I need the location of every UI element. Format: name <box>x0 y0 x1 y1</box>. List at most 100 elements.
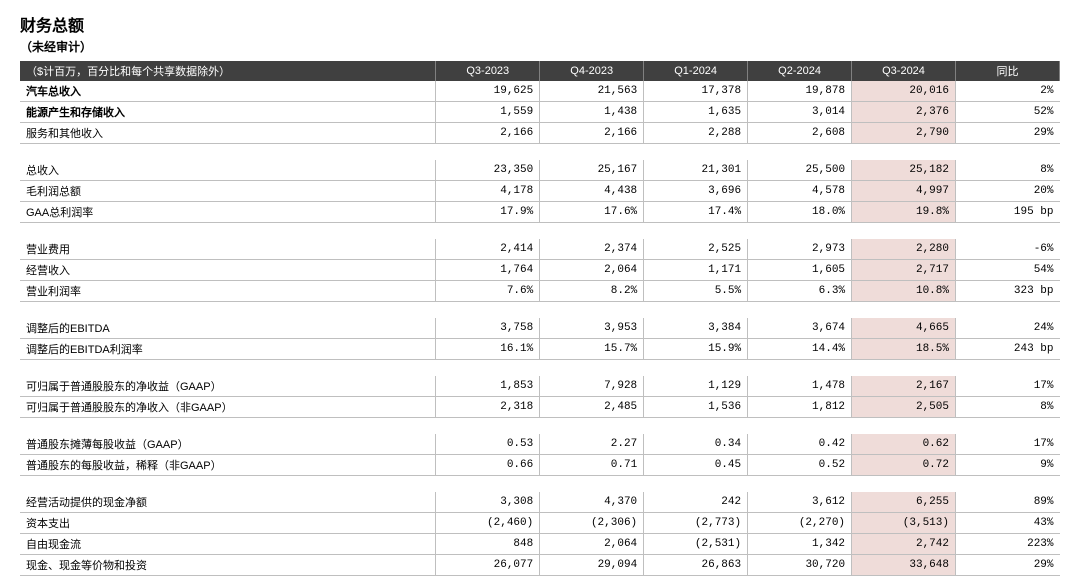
row-value: 25,167 <box>540 160 644 181</box>
row-value: 3,014 <box>748 102 852 123</box>
row-value: 2,742 <box>852 534 956 555</box>
row-value: 223% <box>955 534 1059 555</box>
row-value: 2,717 <box>852 260 956 281</box>
row-value: 4,370 <box>540 492 644 513</box>
row-value: 2,485 <box>540 397 644 418</box>
spacer-row <box>20 144 1060 161</box>
table-row: 经营收入1,7642,0641,1711,6052,71754% <box>20 260 1060 281</box>
row-value: 0.45 <box>644 455 748 476</box>
spacer-row <box>20 418 1060 435</box>
row-value: 2,064 <box>540 260 644 281</box>
row-label: 调整后的EBITDA <box>20 318 436 339</box>
row-value: 17,378 <box>644 81 748 102</box>
spacer-cell <box>20 418 1060 435</box>
table-row: 总收入23,35025,16721,30125,50025,1828% <box>20 160 1060 181</box>
row-value: 0.42 <box>748 434 852 455</box>
row-label: 调整后的EBITDA利润率 <box>20 339 436 360</box>
row-value: 52% <box>955 102 1059 123</box>
row-value: 0.62 <box>852 434 956 455</box>
table-row: 汽车总收入19,62521,56317,37819,87820,0162% <box>20 81 1060 102</box>
row-value: 29% <box>955 123 1059 144</box>
row-value: 25,182 <box>852 160 956 181</box>
table-row: 毛利润总额4,1784,4383,6964,5784,99720% <box>20 181 1060 202</box>
row-value: 4,578 <box>748 181 852 202</box>
row-value: 3,384 <box>644 318 748 339</box>
row-label: 汽车总收入 <box>20 81 436 102</box>
table-row: 调整后的EBITDA利润率16.1%15.7%15.9%14.4%18.5%24… <box>20 339 1060 360</box>
row-value: 3,308 <box>436 492 540 513</box>
row-value: 29,094 <box>540 555 644 576</box>
row-value: 2,414 <box>436 239 540 260</box>
row-label: 能源产生和存储收入 <box>20 102 436 123</box>
row-value: 17.6% <box>540 202 644 223</box>
row-value: 17% <box>955 376 1059 397</box>
row-value: 3,953 <box>540 318 644 339</box>
row-value: 25,500 <box>748 160 852 181</box>
row-value: 29% <box>955 555 1059 576</box>
header-label: （$计百万，百分比和每个共享数据除外） <box>20 61 436 81</box>
row-value: 323 bp <box>955 281 1059 302</box>
row-value: 0.72 <box>852 455 956 476</box>
row-value: 2% <box>955 81 1059 102</box>
row-value: 2,166 <box>436 123 540 144</box>
row-value: 5.5% <box>644 281 748 302</box>
row-value: 3,612 <box>748 492 852 513</box>
row-value: 1,129 <box>644 376 748 397</box>
row-label: 自由现金流 <box>20 534 436 555</box>
row-value: 0.53 <box>436 434 540 455</box>
table-row: 可归属于普通股股东的净收益（GAAP）1,8537,9281,1291,4782… <box>20 376 1060 397</box>
page-title: 财务总额 <box>20 12 1060 36</box>
row-value: 3,674 <box>748 318 852 339</box>
page-subtitle: （未经审计） <box>20 38 1060 55</box>
row-value: 8% <box>955 160 1059 181</box>
row-value: 1,605 <box>748 260 852 281</box>
row-value: 21,301 <box>644 160 748 181</box>
row-value: 0.66 <box>436 455 540 476</box>
row-value: 7.6% <box>436 281 540 302</box>
spacer-row <box>20 360 1060 377</box>
row-value: 4,438 <box>540 181 644 202</box>
row-value: 243 bp <box>955 339 1059 360</box>
row-value: 26,863 <box>644 555 748 576</box>
row-value: 19,878 <box>748 81 852 102</box>
spacer-row <box>20 476 1060 493</box>
row-value: 26,077 <box>436 555 540 576</box>
row-value: 10.8% <box>852 281 956 302</box>
row-value: 195 bp <box>955 202 1059 223</box>
row-value: 1,764 <box>436 260 540 281</box>
row-value: 2.27 <box>540 434 644 455</box>
row-value: 7,928 <box>540 376 644 397</box>
table-row: 调整后的EBITDA3,7583,9533,3843,6744,66524% <box>20 318 1060 339</box>
header-col: Q3-2023 <box>436 61 540 81</box>
row-value: 9% <box>955 455 1059 476</box>
row-value: 54% <box>955 260 1059 281</box>
row-value: 0.34 <box>644 434 748 455</box>
row-value: 16.1% <box>436 339 540 360</box>
row-value: 43% <box>955 513 1059 534</box>
row-value: 2,790 <box>852 123 956 144</box>
row-value: 4,178 <box>436 181 540 202</box>
row-value: 3,758 <box>436 318 540 339</box>
row-value: 2,505 <box>852 397 956 418</box>
row-value: 848 <box>436 534 540 555</box>
row-value: (2,531) <box>644 534 748 555</box>
row-value: 4,997 <box>852 181 956 202</box>
row-label: 经营活动提供的现金净额 <box>20 492 436 513</box>
row-value: 2,318 <box>436 397 540 418</box>
row-value: 2,167 <box>852 376 956 397</box>
spacer-row <box>20 302 1060 319</box>
spacer-row <box>20 223 1060 240</box>
row-value: 17% <box>955 434 1059 455</box>
header-col: Q4-2023 <box>540 61 644 81</box>
row-label: 毛利润总额 <box>20 181 436 202</box>
row-value: 242 <box>644 492 748 513</box>
header-col: 同比 <box>955 61 1059 81</box>
header-col: Q2-2024 <box>748 61 852 81</box>
row-value: 2,376 <box>852 102 956 123</box>
table-row: 营业费用2,4142,3742,5252,9732,280-6% <box>20 239 1060 260</box>
table-row: 营业利润率7.6%8.2%5.5%6.3%10.8%323 bp <box>20 281 1060 302</box>
row-value: 0.71 <box>540 455 644 476</box>
spacer-cell <box>20 360 1060 377</box>
row-value: (2,773) <box>644 513 748 534</box>
table-header-row: （$计百万，百分比和每个共享数据除外） Q3-2023 Q4-2023 Q1-2… <box>20 61 1060 81</box>
